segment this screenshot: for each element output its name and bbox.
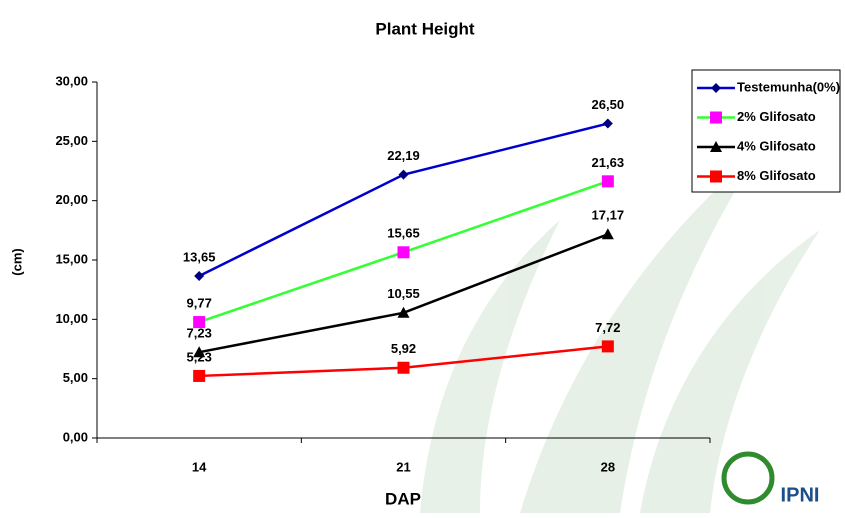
x-tick-label: 28 bbox=[601, 459, 615, 474]
y-tick-label: 5,00 bbox=[63, 370, 88, 385]
data-label: 5,92 bbox=[391, 341, 416, 356]
legend-marker bbox=[710, 170, 722, 183]
legend-label: Testemunha(0%) bbox=[737, 79, 840, 94]
logo-ring bbox=[721, 451, 775, 505]
logo-text: IPNI bbox=[781, 484, 820, 506]
logo: IPNI bbox=[721, 451, 820, 506]
legend-label: 2% Glifosato bbox=[737, 109, 816, 124]
y-tick-label: 0,00 bbox=[63, 429, 88, 444]
watermark bbox=[420, 150, 820, 513]
data-label: 10,55 bbox=[387, 286, 420, 301]
data-label: 13,65 bbox=[183, 249, 216, 264]
y-tick-label: 30,00 bbox=[55, 73, 88, 88]
data-label: 21,63 bbox=[592, 155, 625, 170]
y-tick-label: 20,00 bbox=[55, 192, 88, 207]
legend-marker bbox=[711, 83, 721, 93]
data-label: 15,65 bbox=[387, 226, 420, 241]
y-tick-label: 10,00 bbox=[55, 311, 88, 326]
legend-label: 4% Glifosato bbox=[737, 138, 816, 153]
point bbox=[601, 228, 614, 240]
point bbox=[398, 169, 409, 180]
point bbox=[602, 118, 613, 129]
x-tick-label: 21 bbox=[396, 459, 410, 474]
point bbox=[397, 246, 410, 259]
point bbox=[193, 369, 206, 382]
point bbox=[193, 346, 206, 358]
x-axis-label: DAP bbox=[385, 489, 421, 508]
point bbox=[601, 340, 614, 353]
legend-marker bbox=[710, 111, 722, 124]
point bbox=[601, 175, 614, 188]
legend-marker bbox=[710, 141, 722, 152]
y-tick-label: 15,00 bbox=[55, 251, 88, 266]
chart-title: Plant Height bbox=[375, 19, 475, 38]
data-label: 5,23 bbox=[187, 349, 212, 364]
point bbox=[194, 271, 205, 282]
legend-label: 8% Glifosato bbox=[737, 168, 816, 183]
point bbox=[193, 316, 206, 329]
y-axis-label: (cm) bbox=[9, 248, 24, 275]
data-label: 26,50 bbox=[592, 97, 625, 112]
y-tick-label: 25,00 bbox=[55, 133, 88, 148]
x-tick-label: 14 bbox=[192, 459, 207, 474]
data-label: 9,77 bbox=[187, 296, 212, 311]
data-label: 7,23 bbox=[187, 326, 212, 341]
data-label: 17,17 bbox=[592, 208, 625, 223]
point bbox=[397, 361, 410, 374]
data-label: 22,19 bbox=[387, 148, 420, 163]
point bbox=[397, 306, 410, 318]
data-label: 7,72 bbox=[595, 320, 620, 335]
